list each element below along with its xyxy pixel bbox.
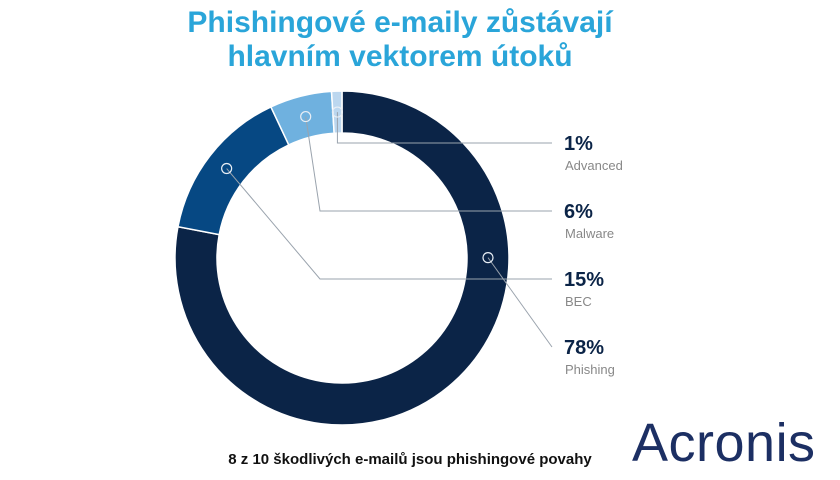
slice-bec: [177, 105, 290, 236]
slice-phishing: [174, 90, 510, 426]
leader-line-malware: [305, 116, 552, 212]
category-label-bec: BEC: [565, 294, 592, 309]
title-line-1: Phishingové e-maily zůstávají: [187, 6, 613, 39]
value-label-phishing: 78%: [564, 337, 604, 359]
leader-line-phishing: [487, 257, 553, 348]
title-line-2: hlavním vektorem útoků: [227, 40, 573, 73]
slice-advanced: [330, 90, 343, 135]
marker-advanced: [331, 106, 344, 118]
value-label-advanced: 1%: [564, 133, 593, 155]
value-label-malware: 6%: [564, 201, 593, 223]
value-label-bec: 15%: [564, 269, 604, 291]
category-label-phishing: Phishing: [565, 362, 615, 377]
category-label-advanced: Advanced: [565, 158, 623, 173]
acronis-logo: Acronis: [632, 413, 816, 473]
chart-title: Phishingové e-maily zůstávají hlavním ve…: [0, 6, 800, 74]
marker-phishing: [482, 252, 494, 264]
marker-bec: [221, 162, 233, 175]
marker-malware: [300, 110, 312, 123]
category-label-malware: Malware: [565, 226, 614, 241]
leader-line-bec: [226, 168, 552, 280]
leader-line-advanced: [336, 112, 552, 144]
chart-caption: 8 z 10 škodlivých e-mailů jsou phishingo…: [228, 451, 592, 468]
